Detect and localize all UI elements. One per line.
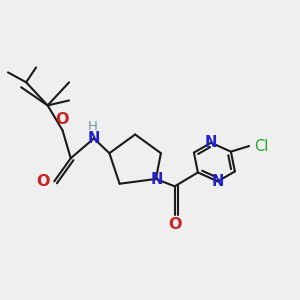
Text: H: H — [87, 121, 97, 134]
Text: O: O — [168, 217, 182, 232]
Text: O: O — [36, 174, 49, 189]
Text: N: N — [205, 135, 217, 150]
Text: N: N — [212, 174, 224, 189]
Text: Cl: Cl — [254, 139, 268, 154]
Text: O: O — [56, 112, 69, 127]
Text: N: N — [88, 131, 100, 146]
Text: N: N — [150, 172, 163, 187]
